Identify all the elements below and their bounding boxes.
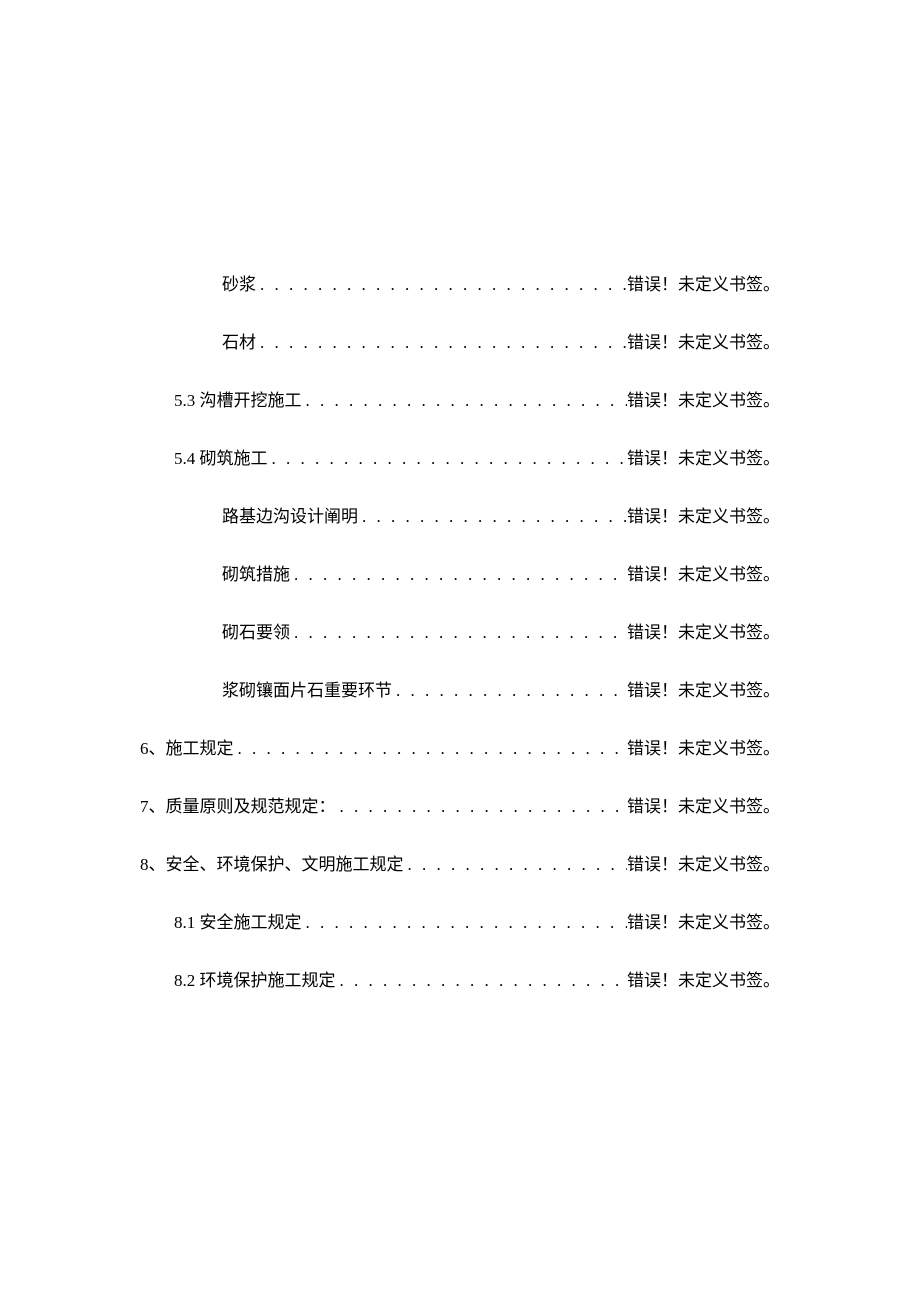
toc-page-ref: 错误！未定义书签。 [627,618,780,643]
toc-leader [302,913,628,933]
toc-page-ref: 错误！未定义书签。 [627,328,780,353]
toc-page-ref: 错误！未定义书签。 [627,850,780,875]
toc-leader [256,275,627,295]
toc-label: 石材 [222,328,256,353]
toc-entry: 8.1 安全施工规定 错误！未定义书签。 [140,908,780,933]
toc-page-ref: 错误！未定义书签。 [627,792,780,817]
toc-container: 砂浆错误！未定义书签。石材错误！未定义书签。5.3 沟槽开挖施工错误！未定义书签… [140,270,780,1024]
toc-entry: 路基边沟设计阐明 错误！未定义书签。 [140,502,780,527]
toc-label: 7、质量原则及规范规定： [140,792,336,817]
toc-leader [404,855,628,875]
toc-label: 8.2 环境保护施工规定 [174,966,336,991]
toc-entry: 5.4 砌筑施工 错误！未定义书签。 [140,444,780,469]
toc-page-ref: 错误！未定义书签。 [627,908,780,933]
toc-page-ref: 错误！未定义书签。 [627,502,780,527]
toc-label: 8.1 安全施工规定 [174,908,302,933]
toc-label: 5.3 沟槽开挖施工 [174,386,302,411]
toc-entry: 浆砌镶面片石重要环节 错误！未定义书签。 [140,676,780,701]
toc-label: 5.4 砌筑施工 [174,444,268,469]
toc-label: 8、安全、环境保护、文明施工规定 [140,850,404,875]
toc-label: 6、施工规定 [140,734,234,759]
toc-page-ref: 错误！未定义书签。 [627,444,780,469]
toc-entry: 砂浆 错误！未定义书签。 [140,270,780,295]
toc-page-ref: 错误！未定义书签。 [627,676,780,701]
toc-label: 路基边沟设计阐明 [222,502,358,527]
toc-page-ref: 错误！未定义书签。 [627,386,780,411]
toc-entry: 8、安全、环境保护、文明施工规定 错误！未定义书签。 [140,850,780,875]
toc-label: 砌筑措施 [222,560,290,585]
toc-leader [302,391,628,411]
toc-leader [256,333,627,353]
toc-page-ref: 错误！未定义书签。 [627,270,780,295]
toc-entry: 砌筑措施 错误！未定义书签。 [140,560,780,585]
toc-page-ref: 错误！未定义书签。 [627,560,780,585]
toc-leader [358,507,627,527]
toc-page-ref: 错误！未定义书签。 [627,734,780,759]
toc-leader [392,681,627,701]
toc-label: 砂浆 [222,270,256,295]
toc-leader [234,739,628,759]
toc-label: 浆砌镶面片石重要环节 [222,676,392,701]
toc-entry: 7、质量原则及规范规定： 错误！未定义书签。 [140,792,780,817]
toc-entry: 石材 错误！未定义书签。 [140,328,780,353]
toc-entry: 5.3 沟槽开挖施工 错误！未定义书签。 [140,386,780,411]
toc-label: 砌石要领 [222,618,290,643]
toc-entry: 8.2 环境保护施工规定 错误！未定义书签。 [140,966,780,991]
toc-entry: 砌石要领 错误！未定义书签。 [140,618,780,643]
toc-entry: 6、施工规定 错误！未定义书签。 [140,734,780,759]
toc-leader [336,797,628,817]
toc-page-ref: 错误！未定义书签。 [627,966,780,991]
toc-leader [290,565,627,585]
toc-leader [290,623,627,643]
toc-leader [268,449,628,469]
toc-leader [336,971,628,991]
